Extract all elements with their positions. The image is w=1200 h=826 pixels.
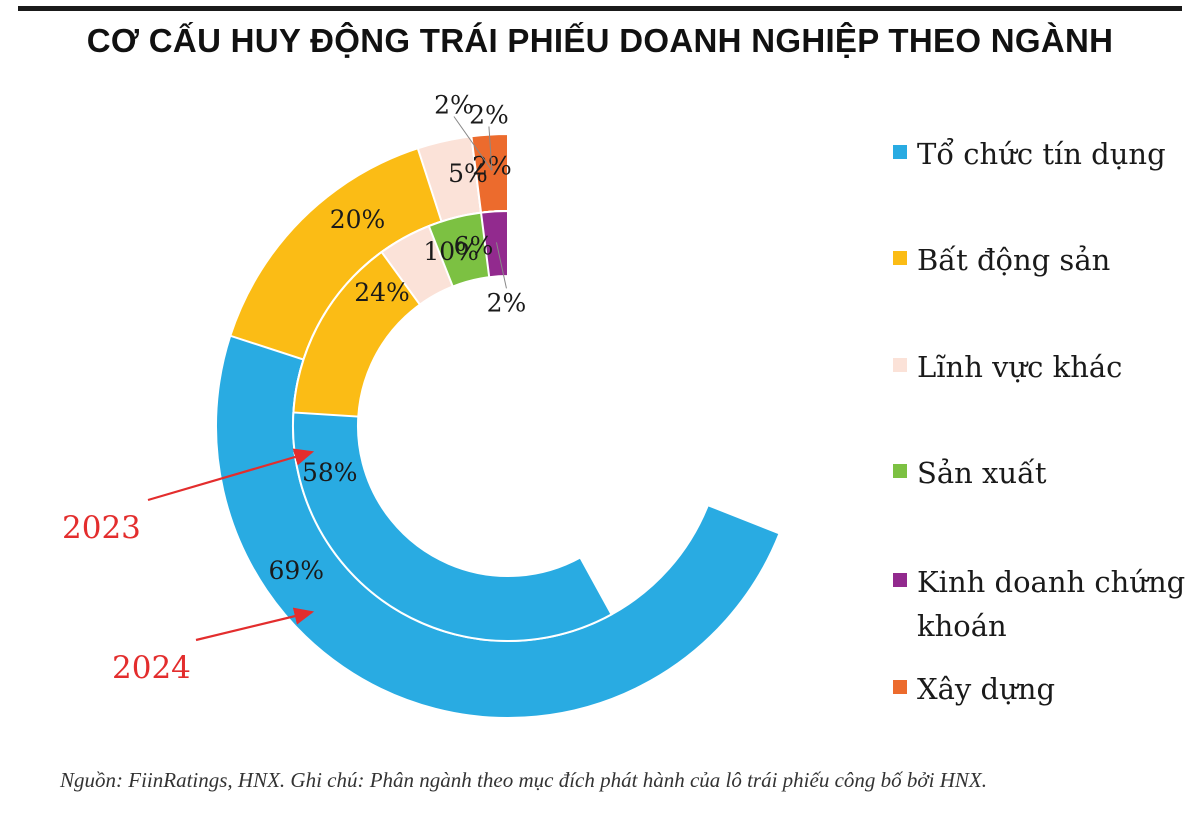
- top-rule: [18, 6, 1182, 11]
- series-annotation-0: 2023: [62, 510, 141, 546]
- legend-swatch-4: [893, 573, 907, 587]
- series-annotation-arrow-0: [147, 448, 315, 502]
- outer-value-label-2: 5%: [448, 159, 488, 188]
- legend-label-0: Tổ chức tín dụng: [917, 136, 1166, 171]
- outer-label-leader-5: [488, 126, 493, 171]
- legend-label-1: Bất động sản: [917, 243, 1110, 277]
- legend-swatch-5: [893, 680, 907, 694]
- series-annotation-arrow-1: [195, 607, 315, 642]
- legend-swatch-1: [893, 251, 907, 265]
- chart-title: CƠ CẤU HUY ĐỘNG TRÁI PHIẾU DOANH NGHIỆP …: [86, 22, 1114, 59]
- inner-value-label-4: 2%: [487, 288, 527, 317]
- legend-swatch-2: [893, 358, 907, 372]
- legend-swatch-3: [893, 464, 907, 478]
- inner-value-label-3: 6%: [454, 231, 494, 260]
- outer-value-label-4: 2%: [434, 91, 474, 120]
- legend-label-4: Kinh doanh chứng: [917, 565, 1185, 599]
- inner-slice-4: [479, 209, 509, 279]
- outer-label-leader-4: [453, 116, 493, 171]
- outer-value-label-5: 2%: [469, 101, 509, 130]
- legend-label-3: Sản xuất: [917, 456, 1047, 490]
- legend-label-5: Xây dựng: [917, 672, 1055, 706]
- donut-chart: 69%20%5%2%2%2%58%24%10%6%2% Tổ chức tín …: [62, 91, 1185, 719]
- inner-value-label-2: 10%: [423, 237, 479, 266]
- inner-value-label-1: 24%: [354, 278, 410, 307]
- inner-label-leader-4: [495, 242, 507, 289]
- source-note: Nguồn: FiinRatings, HNX. Ghi chú: Phân n…: [60, 768, 987, 792]
- outer-value-label-0: 69%: [268, 556, 324, 585]
- legend-label-4: khoán: [917, 609, 1007, 643]
- outer-value-label-1: 20%: [330, 205, 386, 234]
- inner-value-label-0: 58%: [302, 458, 358, 487]
- legend-label-2: Lĩnh vực khác: [917, 350, 1122, 384]
- legend-swatch-0: [893, 145, 907, 159]
- series-annotation-1: 2024: [112, 650, 191, 686]
